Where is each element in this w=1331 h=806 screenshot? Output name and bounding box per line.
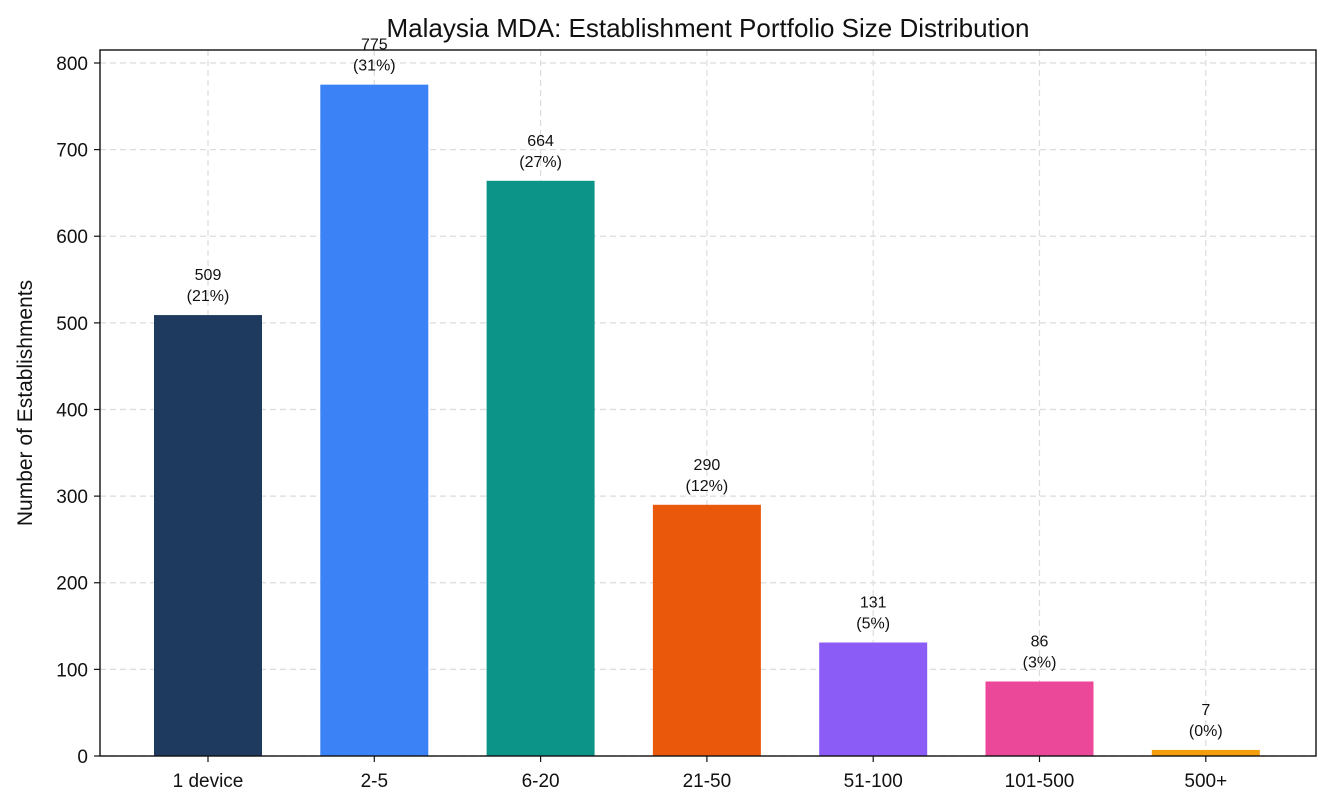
bar — [154, 315, 262, 756]
x-tick-label: 500+ — [1184, 771, 1227, 792]
y-tick-label: 300 — [56, 487, 88, 508]
y-tick-label: 800 — [56, 54, 88, 75]
bar-value-label: 664 — [527, 133, 554, 150]
x-tick-label: 6-20 — [522, 771, 560, 792]
y-tick-label: 400 — [56, 400, 88, 421]
bar-value-label: 131 — [860, 595, 887, 612]
y-tick-label: 0 — [77, 747, 88, 768]
x-tick-label: 51-100 — [844, 771, 903, 792]
bar-percent-label: (5%) — [856, 616, 890, 633]
x-tick-label: 21-50 — [683, 771, 732, 792]
bar-percent-label: (3%) — [1023, 655, 1057, 672]
bar-value-label: 775 — [361, 37, 388, 54]
bar-value-label: 509 — [195, 267, 222, 284]
plot-area-frame — [99, 49, 1317, 757]
y-tick-label: 100 — [56, 660, 88, 681]
y-tick-label: 700 — [56, 141, 88, 162]
bar — [652, 504, 761, 756]
y-axis-label: Number of Establishments — [14, 280, 37, 526]
y-tick-label: 600 — [56, 227, 88, 248]
bar-percent-label: (21%) — [187, 288, 230, 305]
bar — [1151, 749, 1260, 756]
chart-title: Malaysia MDA: Establishment Portfolio Si… — [386, 13, 1029, 43]
bar-value-label: 290 — [694, 457, 721, 474]
bar-value-label: 86 — [1031, 634, 1049, 651]
x-tick-label: 1 device — [173, 771, 244, 792]
bar-percent-label: (27%) — [519, 154, 562, 171]
x-tick-label: 2-5 — [361, 771, 388, 792]
x-tick-label: 101-500 — [1005, 771, 1075, 792]
bar — [320, 84, 429, 756]
axis-ticks: 0 100 200 300 400 500 600 700 800 1 device 2-5 6-20… — [56, 54, 1227, 792]
bar-value-label: 7 — [1201, 702, 1210, 719]
bar-percent-label: (12%) — [686, 478, 729, 495]
bar — [985, 681, 1094, 756]
bar — [486, 180, 595, 756]
bar — [819, 642, 928, 756]
bar-percent-label: (31%) — [353, 58, 396, 75]
bars — [154, 84, 1260, 756]
bar-percent-label: (0%) — [1189, 723, 1223, 740]
y-tick-label: 500 — [56, 314, 88, 335]
y-tick-label: 200 — [56, 574, 88, 595]
data-labels: 509 (21%) 775 (31%) 664 (27%) 290 (12%) 131 (5%) 8… — [187, 37, 1223, 740]
